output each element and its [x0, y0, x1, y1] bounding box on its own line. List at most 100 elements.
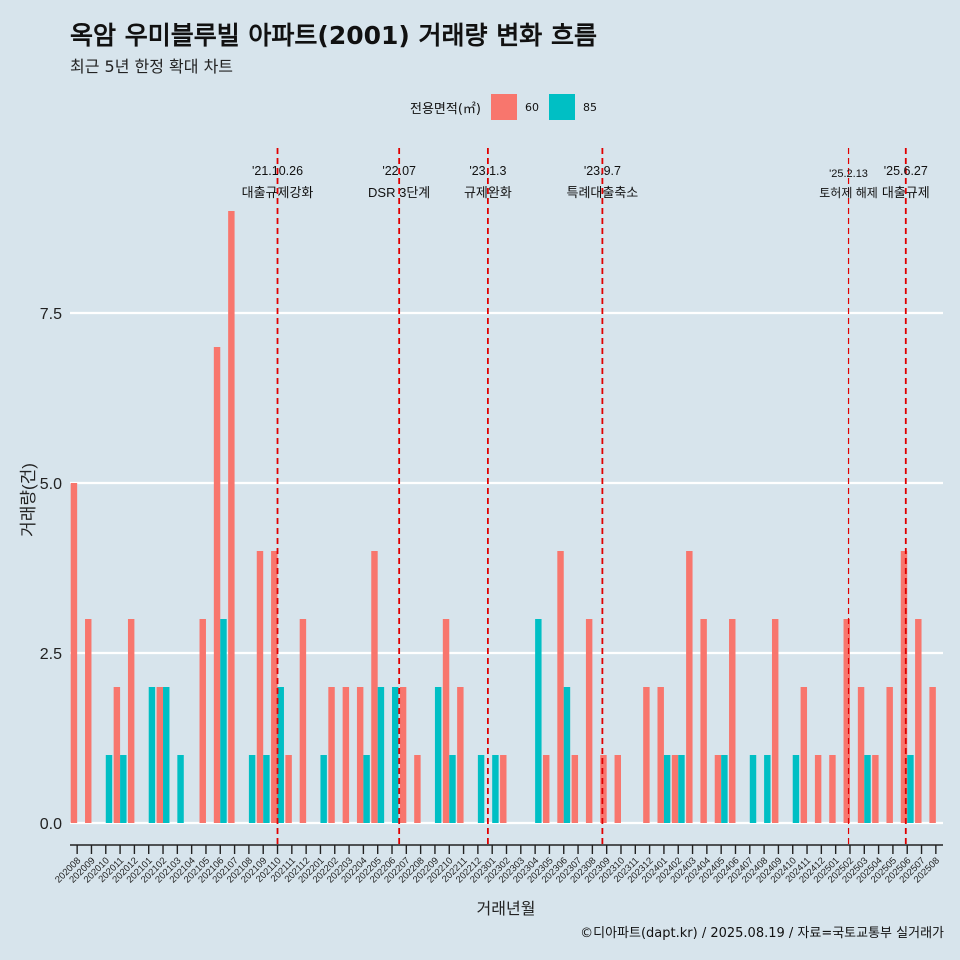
bar-60 [700, 619, 707, 823]
bar-60 [113, 687, 121, 823]
bar-60 [800, 687, 808, 823]
bar-85 [678, 755, 685, 823]
bar-60 [156, 687, 164, 823]
bar-60 [872, 755, 879, 823]
y-axis-title: 거래량(건) [19, 463, 38, 537]
bar-85 [148, 687, 156, 823]
bar-60 [657, 687, 664, 823]
bar-85 [434, 687, 442, 823]
bar-60 [714, 755, 722, 823]
bar-85 [277, 687, 284, 823]
annotation-date: '22.07 [382, 164, 416, 178]
annotation-date: '25.6.27 [884, 164, 928, 178]
chart-title: 옥암 우미블루빌 아파트(2001) 거래량 변화 흐름 [70, 21, 597, 50]
y-tick-label: 7.5 [40, 306, 62, 323]
legend-label-85: 85 [582, 100, 597, 114]
annotation-label: 토허제 해제 [819, 186, 878, 200]
bar-60 [614, 755, 621, 823]
bar-60 [371, 551, 378, 823]
annotation-label: 특례대출축소 [567, 185, 639, 200]
source-caption: ©디아파트(dapt.kr) / 2025.08.19 / 자료=국토교통부 실… [580, 926, 944, 941]
bar-60 [585, 619, 593, 823]
bar-85 [320, 755, 327, 823]
bar-60 [843, 619, 850, 823]
annotation-label: 대출규제 [882, 185, 930, 200]
bar-60 [285, 755, 292, 823]
bar-60 [814, 755, 822, 823]
bar-60 [442, 619, 450, 823]
bar-60 [886, 687, 893, 823]
bar-60 [643, 687, 650, 823]
bar-85 [663, 755, 671, 823]
bar-85 [220, 619, 227, 823]
bar-60 [256, 551, 264, 823]
bar-85 [492, 755, 499, 823]
x-axis-title: 거래년월 [477, 900, 536, 918]
bar-85 [792, 755, 800, 823]
bar-60 [771, 619, 779, 823]
bar-60 [85, 619, 92, 823]
bar-60 [127, 619, 135, 823]
annotation-label: 규제완화 [464, 185, 512, 200]
bar-60 [399, 687, 407, 823]
bar-85 [120, 755, 127, 823]
bar-60 [299, 619, 307, 823]
bar-85 [377, 687, 385, 823]
y-tick-label: 5.0 [40, 476, 62, 493]
bar-85 [363, 755, 370, 823]
bar-60 [328, 687, 335, 823]
y-tick-label: 0.0 [40, 816, 62, 833]
legend-swatch-85 [548, 94, 575, 120]
bar-60 [671, 755, 679, 823]
bar-60 [213, 347, 221, 823]
bar-60 [457, 687, 464, 823]
bar-85 [163, 687, 170, 823]
bar-60 [600, 755, 607, 823]
bar-85 [749, 755, 757, 823]
bar-60 [271, 551, 278, 823]
bar-85 [721, 755, 728, 823]
bar-60 [356, 687, 364, 823]
bar-85 [392, 687, 399, 823]
bar-85 [449, 755, 456, 823]
bar-60 [70, 483, 78, 823]
bar-60 [900, 551, 908, 823]
bar-60 [571, 755, 579, 823]
bar-60 [500, 755, 507, 823]
bar-60 [228, 211, 235, 823]
bar-85 [263, 755, 270, 823]
bar-60 [729, 619, 736, 823]
bar-60 [915, 619, 922, 823]
annotation-date: '23.9.7 [584, 164, 621, 178]
bar-85 [535, 619, 542, 823]
bar-85 [907, 755, 914, 823]
legend-title: 전용면적(㎡) [410, 101, 481, 117]
annotation-label: DSR 3단계 [368, 185, 430, 200]
bar-85 [764, 755, 771, 823]
bar-60 [557, 551, 564, 823]
legend: 전용면적(㎡) 60 85 [410, 93, 607, 121]
annotation-date: '23.1.3 [469, 164, 506, 178]
bar-85 [864, 755, 871, 823]
bar-85 [248, 755, 256, 823]
chart-subtitle: 최근 5년 한정 확대 차트 [70, 57, 234, 76]
bar-60 [929, 687, 936, 823]
bar-60 [857, 687, 865, 823]
bar-60 [686, 551, 693, 823]
legend-swatch-60 [490, 94, 517, 120]
bar-60 [829, 755, 836, 823]
y-tick-label: 2.5 [40, 646, 62, 663]
bar-85 [563, 687, 571, 823]
bar-85 [105, 755, 113, 823]
bar-85 [477, 755, 485, 823]
bar-60 [542, 755, 550, 823]
annotation-date: '25.2.13 [829, 168, 868, 180]
bar-60 [414, 755, 421, 823]
legend-label-60: 60 [524, 100, 539, 114]
annotation-label: 대출규제강화 [242, 185, 314, 200]
bar-60 [342, 687, 350, 823]
bar-60 [199, 619, 206, 823]
bar-85 [177, 755, 184, 823]
annotation-date: '21.10.26 [252, 164, 303, 178]
